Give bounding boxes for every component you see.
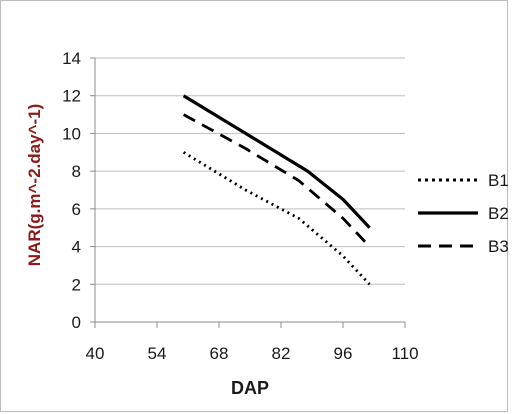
y-axis-title-text: NAR(g.m^-2.day^-1) bbox=[25, 104, 44, 266]
y-tick-label: 8 bbox=[72, 162, 81, 181]
y-tick-label: 0 bbox=[72, 313, 81, 332]
y-tick-labels: 0 2 4 6 8 10 12 14 bbox=[62, 49, 81, 332]
y-tick-label: 12 bbox=[62, 87, 81, 106]
x-tick-label: 96 bbox=[334, 344, 353, 363]
x-tick-label: 68 bbox=[210, 344, 229, 363]
legend: B1 B2 B3 bbox=[418, 171, 509, 256]
x-tick-labels: 40 54 68 82 96 110 bbox=[86, 344, 419, 363]
x-tick-label: 110 bbox=[391, 344, 418, 363]
gridlines bbox=[95, 58, 405, 284]
y-tick-label: 14 bbox=[62, 49, 81, 68]
y-tick-label: 10 bbox=[62, 124, 81, 143]
y-axis-title: NAR(g.m^-2.day^-1) bbox=[25, 104, 44, 266]
axes bbox=[90, 58, 405, 328]
y-tick-label: 6 bbox=[72, 200, 81, 219]
legend-label-b2: B2 bbox=[488, 204, 509, 223]
y-tick-label: 2 bbox=[72, 275, 81, 294]
series-line-b3 bbox=[184, 115, 370, 247]
y-tick-label: 4 bbox=[72, 238, 81, 257]
x-tick-label: 40 bbox=[86, 344, 105, 363]
x-axis-title: DAP bbox=[231, 378, 269, 398]
x-tick-label: 82 bbox=[272, 344, 291, 363]
legend-label-b1: B1 bbox=[488, 171, 509, 190]
legend-label-b3: B3 bbox=[488, 237, 509, 256]
series-lines bbox=[184, 96, 370, 285]
x-tick-label: 54 bbox=[148, 344, 167, 363]
